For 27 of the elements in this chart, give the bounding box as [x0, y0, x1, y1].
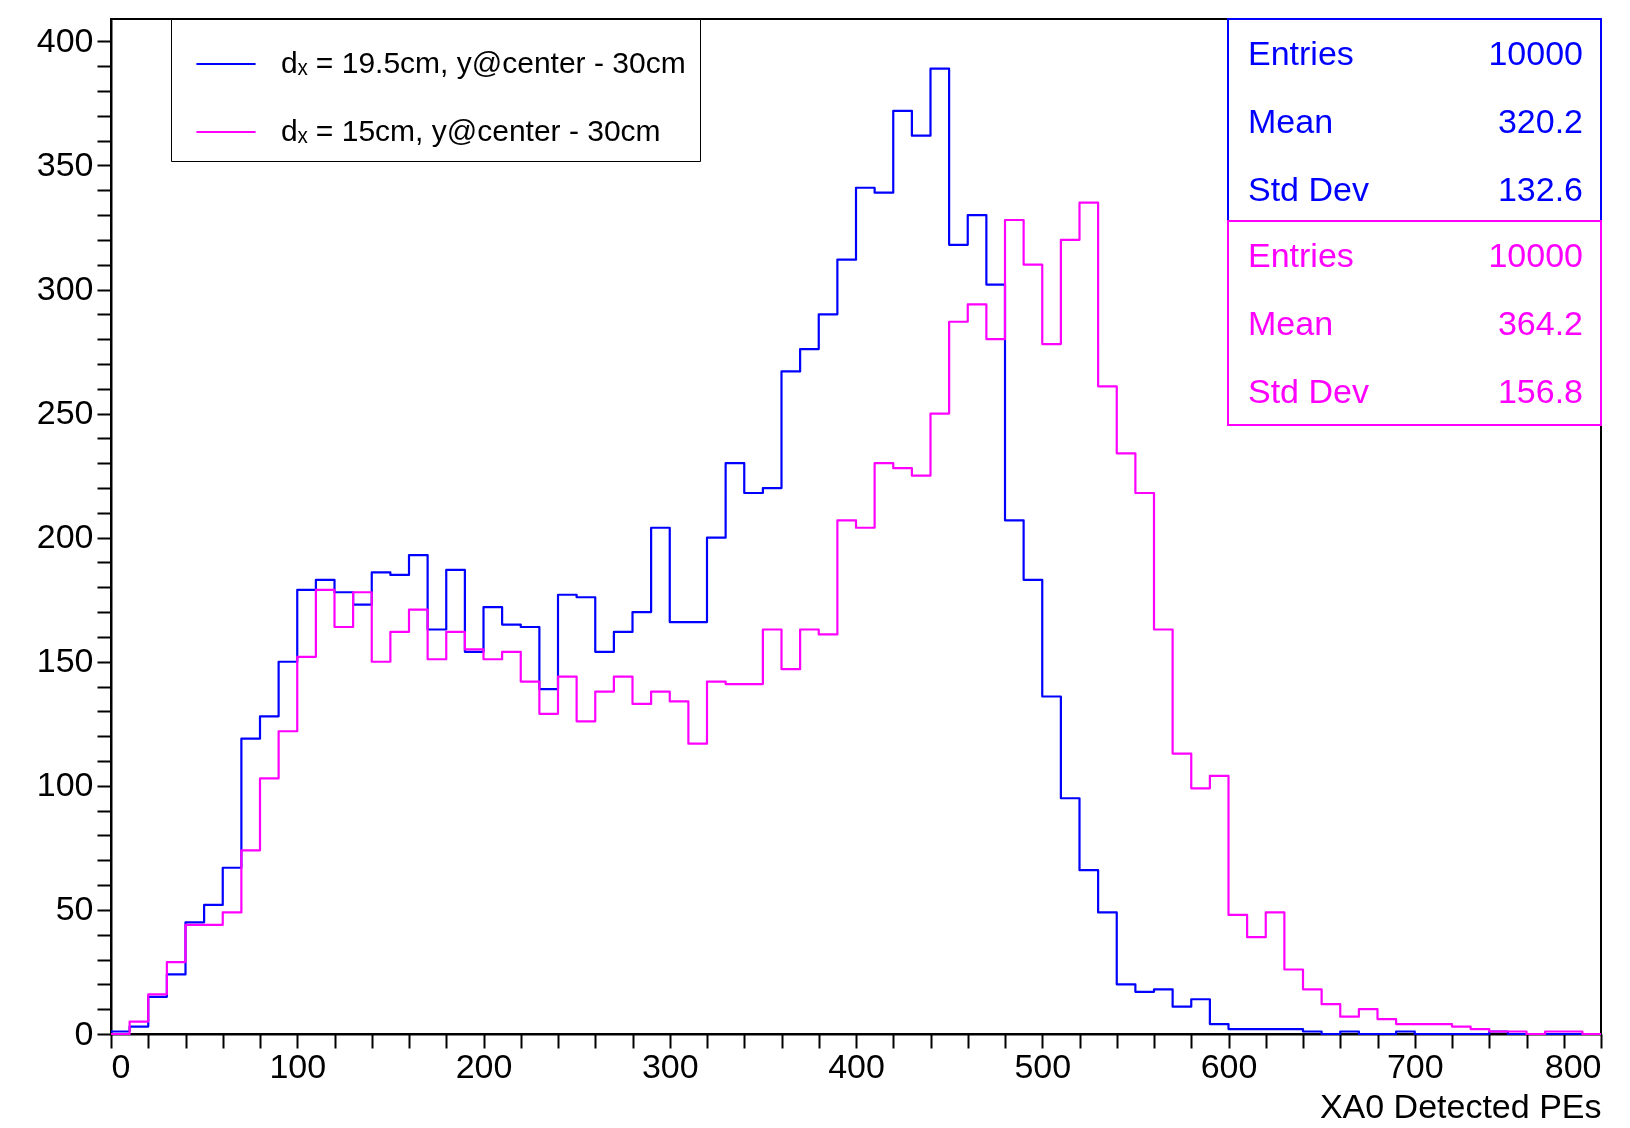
- y-tick-label: 250: [36, 393, 94, 432]
- x-tick-label: 700: [1386, 1046, 1444, 1085]
- x-tick-label: 500: [1014, 1046, 1072, 1085]
- x-axis-title: XA0 Detected PEs: [1319, 1086, 1602, 1125]
- legend-label: dₓ = 19.5cm, y@center - 30cm: [281, 46, 686, 79]
- x-tick-label: 200: [455, 1046, 513, 1085]
- x-tick-label: 800: [1544, 1046, 1602, 1085]
- x-tick-label: 100: [269, 1046, 327, 1085]
- y-tick-label: 400: [36, 20, 94, 59]
- y-tick-label: 150: [36, 641, 94, 680]
- y-tick-label: 50: [55, 889, 94, 928]
- x-tick-label: 0: [111, 1046, 131, 1085]
- legend-label: dₓ = 15cm, y@center - 30cm: [281, 114, 661, 147]
- y-tick-label: 100: [36, 765, 94, 804]
- x-tick-label: 300: [641, 1046, 699, 1085]
- text: Entries 10000: [1248, 236, 1583, 274]
- text: Std Dev 156.8: [1248, 372, 1583, 410]
- text: Mean 320.2: [1248, 102, 1583, 140]
- text: Entries 10000: [1248, 34, 1583, 72]
- text: Std Dev 132.6: [1248, 170, 1583, 208]
- y-tick-label: 200: [36, 517, 94, 556]
- x-tick-label: 400: [828, 1046, 885, 1085]
- x-tick-label: 600: [1200, 1046, 1258, 1085]
- y-tick-label: 0: [74, 1013, 94, 1052]
- y-tick-label: 350: [36, 144, 94, 183]
- y-tick-label: 300: [36, 269, 94, 307]
- text: Mean 364.2: [1248, 304, 1583, 342]
